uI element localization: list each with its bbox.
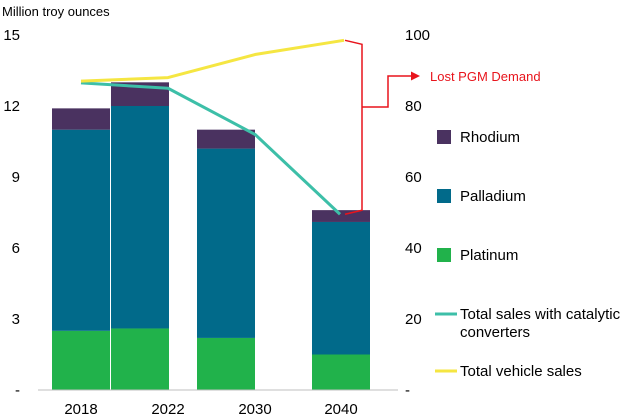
category-label-2022: 2022 (151, 401, 184, 418)
bar-platinum-2030 (197, 337, 255, 390)
bar-palladium-2018 (52, 129, 110, 331)
category-label-2018: 2018 (64, 401, 97, 418)
annotation-arrowhead (411, 71, 420, 81)
legend: Rhodium Palladium Platinum Total sales with… (435, 129, 621, 380)
y-axis-unit-label: Million troy ounces (2, 4, 110, 19)
bar-palladium-2040 (312, 221, 370, 355)
legend-label: Rhodium (460, 129, 520, 146)
left-tick-label: 9 (12, 169, 20, 186)
category-label-2040: 2040 (324, 401, 357, 418)
stacked-bars (52, 82, 370, 390)
bar-rhodium-2040 (312, 210, 370, 222)
right-tick-label: 80 (405, 98, 422, 115)
legend-label: Total sales with catalytic converters (460, 306, 621, 341)
category-labels: 2018 2022 2030 2040 (64, 401, 357, 418)
right-tick-label: 20 (405, 311, 422, 328)
legend-swatch (437, 189, 451, 203)
annotation-label: Lost PGM Demand (430, 69, 541, 84)
left-axis-ticks: - 3 6 9 12 15 (3, 27, 20, 399)
legend-label: Total vehicle sales (460, 363, 582, 380)
bar-platinum-2022 (111, 328, 169, 390)
annotation-connector (362, 75, 412, 108)
line-series (80, 38, 345, 216)
right-tick-label: 40 (405, 240, 422, 257)
left-tick-label: 6 (12, 240, 20, 257)
bar-palladium-2030 (197, 148, 255, 338)
right-tick-label: - (405, 382, 410, 399)
left-tick-label: 3 (12, 311, 20, 328)
legend-swatch (437, 248, 451, 262)
bar-platinum-2040 (312, 354, 370, 390)
legend-swatch (437, 130, 451, 144)
legend-label: Platinum (460, 247, 518, 264)
left-tick-label: 15 (3, 27, 20, 44)
bar-rhodium-2030 (197, 129, 255, 149)
right-axis-ticks: - 20 40 60 80 100 (405, 27, 430, 399)
bar-rhodium-2018 (52, 108, 110, 130)
bar-platinum-2018 (52, 330, 110, 390)
left-tick-label: 12 (3, 98, 20, 115)
right-tick-label: 60 (405, 169, 422, 186)
annotation-bracket (344, 39, 363, 216)
legend-label: Palladium (460, 188, 526, 205)
right-tick-label: 100 (405, 27, 430, 44)
category-label-2030: 2030 (238, 401, 271, 418)
left-tick-label: - (15, 382, 20, 399)
line-total-vehicle-sales (80, 38, 345, 83)
lost-pgm-annotation: Lost PGM Demand (344, 39, 541, 216)
line-total-sales-with-catalytic-converters (80, 81, 342, 216)
bar-palladium-2022 (111, 106, 169, 329)
